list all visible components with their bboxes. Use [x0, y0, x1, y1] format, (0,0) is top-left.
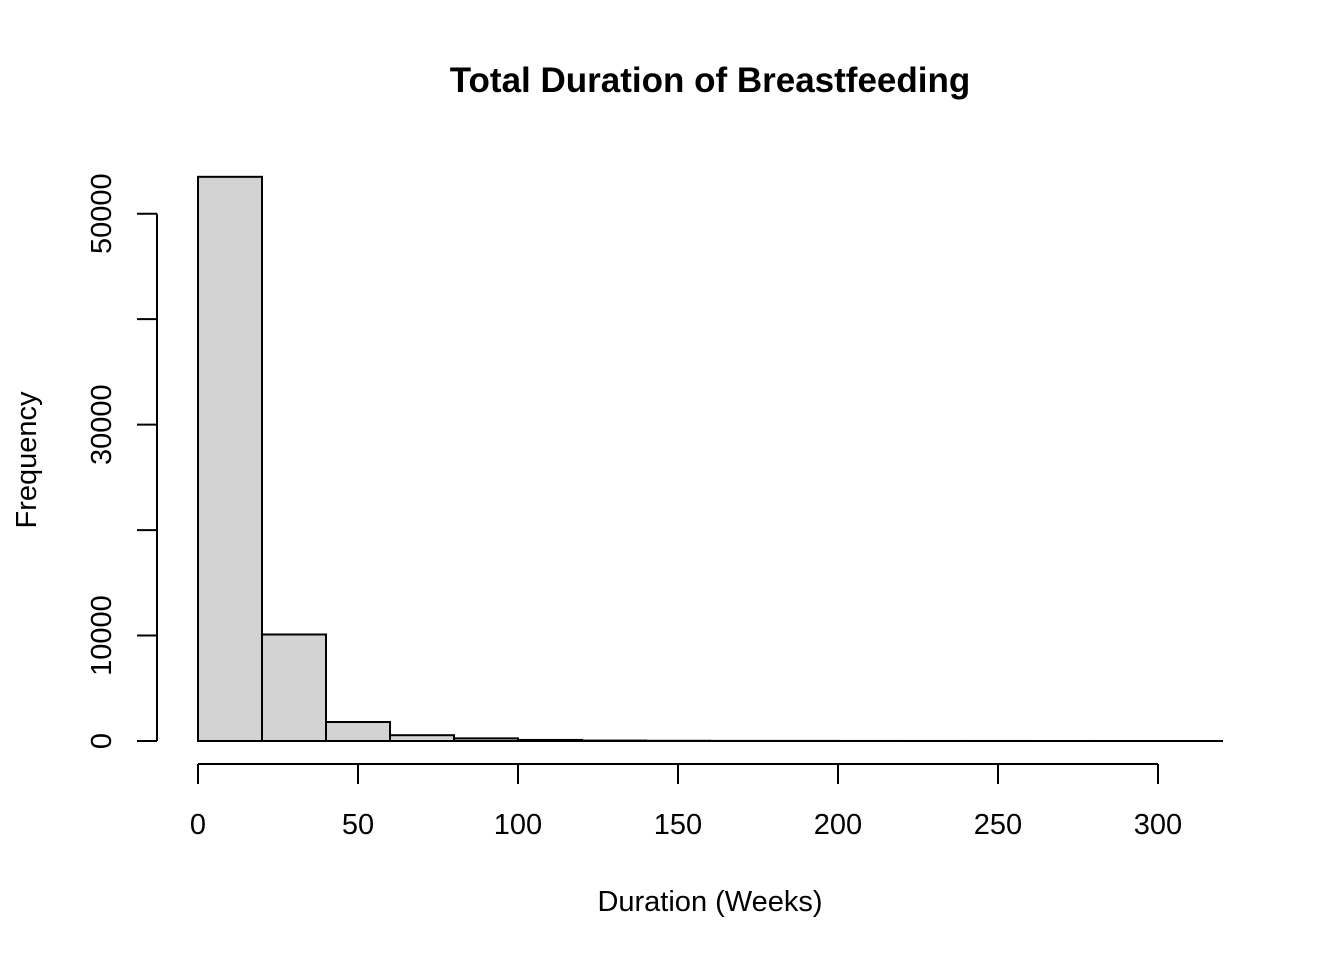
y-tick-label: 50000	[86, 173, 118, 254]
y-tick-label: 0	[86, 733, 118, 749]
bars-group	[198, 177, 1222, 741]
histogram-bar	[454, 738, 518, 741]
x-axis: 0 50 100 150 200 250 300	[190, 764, 1182, 841]
histogram-bar	[390, 735, 454, 741]
x-tick-label: 0	[190, 809, 206, 841]
x-axis-label: Duration (Weeks)	[597, 886, 822, 918]
y-axis-label: Frequency	[11, 391, 43, 529]
chart-title: Total Duration of Breastfeeding	[450, 61, 971, 100]
y-tick-label: 10000	[86, 595, 118, 676]
x-tick-label: 150	[654, 809, 702, 841]
x-tick-label: 50	[342, 809, 374, 841]
x-tick-label: 200	[814, 809, 862, 841]
x-tick-label: 100	[494, 809, 542, 841]
histogram-bar	[262, 634, 326, 741]
histogram-bar	[326, 722, 390, 741]
x-tick-label: 300	[1134, 809, 1182, 841]
y-tick-label: 30000	[86, 384, 118, 465]
histogram-bar	[198, 177, 262, 741]
x-tick-label: 250	[974, 809, 1022, 841]
y-axis: 0 10000 30000 50000	[86, 173, 157, 749]
histogram-bar	[518, 740, 582, 741]
